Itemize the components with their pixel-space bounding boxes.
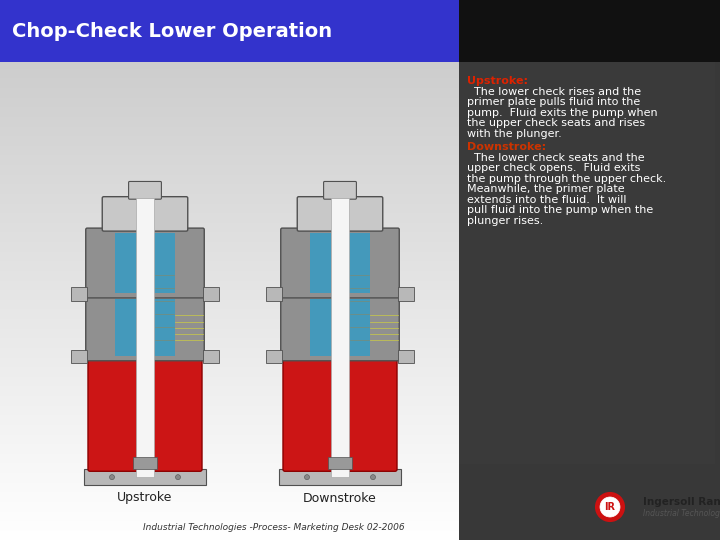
Bar bbox=[279, 469, 400, 485]
Circle shape bbox=[109, 475, 114, 480]
FancyBboxPatch shape bbox=[88, 357, 202, 471]
Text: Ingersoll Rand: Ingersoll Rand bbox=[643, 497, 720, 507]
Bar bbox=[84, 469, 205, 485]
Bar bbox=[203, 287, 220, 301]
Text: primer plate pulls fluid into the: primer plate pulls fluid into the bbox=[467, 97, 641, 107]
Bar bbox=[310, 299, 370, 356]
Text: Meanwhile, the primer plate: Meanwhile, the primer plate bbox=[467, 184, 625, 194]
Text: pull fluid into the pump when the: pull fluid into the pump when the bbox=[467, 205, 654, 215]
Text: Industrial Technologies: Industrial Technologies bbox=[643, 510, 720, 518]
Text: plunger rises.: plunger rises. bbox=[467, 216, 544, 226]
Bar bbox=[71, 287, 87, 301]
Bar bbox=[397, 349, 414, 363]
Text: Chop-Check Lower Operation: Chop-Check Lower Operation bbox=[12, 22, 332, 40]
Bar bbox=[136, 198, 154, 477]
Bar bbox=[133, 457, 157, 469]
Text: The lower check rises and the: The lower check rises and the bbox=[467, 86, 642, 97]
Bar bbox=[328, 457, 352, 469]
FancyBboxPatch shape bbox=[86, 295, 204, 361]
FancyBboxPatch shape bbox=[297, 197, 383, 231]
Text: upper check opens.  Fluid exits: upper check opens. Fluid exits bbox=[467, 163, 641, 173]
Bar bbox=[459, 0, 720, 62]
FancyBboxPatch shape bbox=[86, 228, 204, 298]
Bar bbox=[310, 233, 331, 293]
Bar bbox=[331, 198, 348, 477]
Bar bbox=[203, 349, 220, 363]
Bar bbox=[114, 299, 175, 356]
Circle shape bbox=[596, 493, 624, 521]
Text: Downstroke:: Downstroke: bbox=[467, 142, 546, 152]
Text: pump.  Fluid exits the pump when: pump. Fluid exits the pump when bbox=[467, 107, 658, 118]
FancyBboxPatch shape bbox=[283, 357, 397, 471]
Text: The lower check seats and the: The lower check seats and the bbox=[467, 153, 645, 163]
Bar bbox=[266, 349, 282, 363]
FancyBboxPatch shape bbox=[129, 181, 161, 199]
Bar bbox=[114, 233, 175, 293]
Circle shape bbox=[305, 475, 310, 480]
Bar bbox=[349, 233, 370, 293]
Text: the pump through the upper check.: the pump through the upper check. bbox=[467, 174, 667, 184]
Text: IR: IR bbox=[605, 502, 616, 512]
Circle shape bbox=[600, 497, 620, 517]
Text: Downstroke: Downstroke bbox=[303, 492, 377, 505]
Bar bbox=[397, 287, 414, 301]
FancyBboxPatch shape bbox=[323, 181, 356, 199]
Bar bbox=[71, 349, 87, 363]
FancyBboxPatch shape bbox=[102, 197, 188, 231]
Text: the upper check seats and rises: the upper check seats and rises bbox=[467, 118, 646, 128]
Bar bbox=[266, 287, 282, 301]
Bar bbox=[0, 0, 459, 62]
Text: Upstroke:: Upstroke: bbox=[467, 76, 528, 86]
Text: with the plunger.: with the plunger. bbox=[467, 129, 562, 139]
FancyBboxPatch shape bbox=[281, 228, 400, 298]
Circle shape bbox=[176, 475, 181, 480]
Bar bbox=[459, 62, 715, 464]
Text: Industrial Technologies -Process- Marketing Desk 02-2006: Industrial Technologies -Process- Market… bbox=[143, 523, 405, 532]
FancyBboxPatch shape bbox=[281, 295, 400, 361]
Text: Upstroke: Upstroke bbox=[117, 491, 173, 504]
Text: extends into the fluid.  It will: extends into the fluid. It will bbox=[467, 195, 627, 205]
Circle shape bbox=[371, 475, 376, 480]
